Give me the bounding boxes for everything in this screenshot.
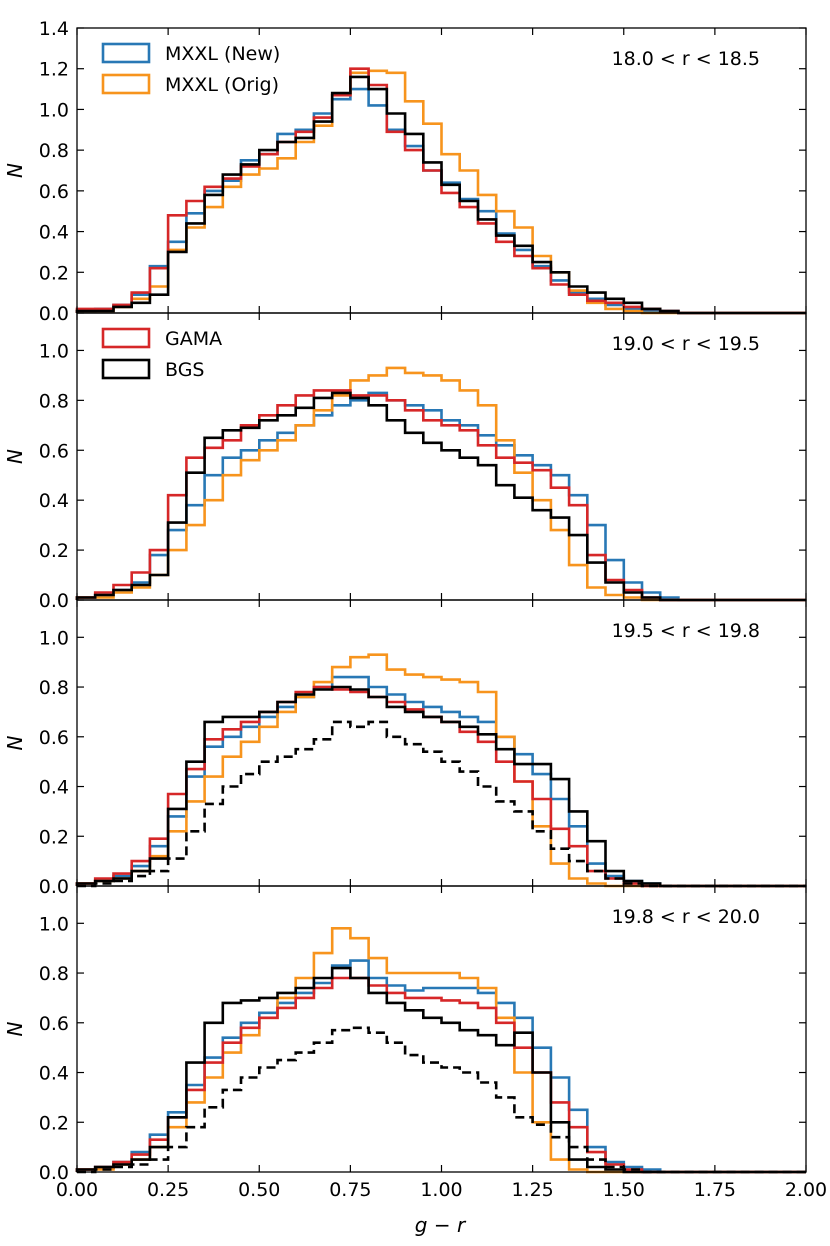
x-tick-label: 1.50 — [603, 1179, 645, 1201]
y-tick-label: 0.0 — [39, 876, 69, 898]
y-tick-label: 0.8 — [39, 963, 69, 985]
legend-label: MXXL (New) — [165, 43, 280, 65]
series-bgs-line — [75, 75, 806, 315]
y-axis-label: N — [3, 1021, 27, 1036]
chart-panel-2: 0.0 0.2 0.4 0.6 0.8 1.0 N 19.0 < r < 19.5 GAMA BG… — [3, 312, 807, 612]
y-tick-label: 0.8 — [39, 677, 69, 699]
legend-label: MXXL (Orig) — [165, 74, 279, 96]
y-tick-label: 1.0 — [39, 627, 69, 649]
y-tick-label: 0.2 — [39, 1112, 69, 1134]
y-tick-label: 0.2 — [39, 540, 69, 562]
y-axis-label: N — [3, 449, 27, 464]
y-tick-label: 0.8 — [39, 390, 69, 412]
series-mxxl-new-line — [75, 959, 806, 1174]
x-tick-label: 1.00 — [420, 1179, 462, 1201]
panels: 0.0 0.2 0.4 0.6 0.8 1.0 1.2 1.4 N 18.0 < r < 18.5… — [3, 18, 827, 1201]
x-tick-label: 2.00 — [785, 1179, 827, 1201]
plot-frame — [76, 599, 807, 887]
series-gama-line — [75, 67, 806, 315]
chart-panel-3: 0.0 0.2 0.4 0.6 0.8 1.0 N 19.5 < r < 19.8 — [3, 599, 807, 898]
y-tick-label: 0.2 — [39, 262, 69, 284]
x-tick-label: 0.00 — [56, 1179, 98, 1201]
x-axis-label: g − r — [415, 1213, 467, 1237]
legend-swatch — [101, 327, 151, 349]
legend-label: BGS — [165, 359, 204, 381]
series-gama-line — [75, 389, 806, 602]
x-tick-label: 0.50 — [238, 1179, 280, 1201]
panel-annotation: 19.5 < r < 19.8 — [612, 620, 760, 642]
legend-swatch — [101, 42, 151, 64]
panel-annotation: 19.8 < r < 20.0 — [612, 906, 760, 928]
legend-label: GAMA — [165, 328, 222, 350]
panel-annotation: 19.0 < r < 19.5 — [612, 333, 760, 355]
x-tick-label: 1.75 — [694, 1179, 736, 1201]
y-tick-label: 0.6 — [39, 1013, 69, 1035]
y-tick-label: 0.0 — [39, 1162, 69, 1184]
y-tick-label: 1.4 — [39, 18, 69, 40]
y-tick-label: 1.0 — [39, 340, 69, 362]
chart-panel-4: 0.0 0.2 0.4 0.6 0.8 1.0 0.00 0.25 0.50 0.75 1.00 1.… — [3, 885, 827, 1201]
y-tick-label: 0.6 — [39, 440, 69, 462]
x-tick-label: 1.25 — [511, 1179, 553, 1201]
plot-frame — [76, 885, 807, 1173]
y-tick-label: 1.2 — [39, 59, 69, 81]
y-axis-label: N — [3, 735, 27, 750]
legend-swatch — [101, 358, 151, 380]
y-tick-label: 1.0 — [39, 99, 69, 121]
x-tick-label: 0.25 — [147, 1179, 189, 1201]
y-tick-label: 0.4 — [39, 1063, 69, 1085]
y-tick-label: 0.6 — [39, 727, 69, 749]
y-tick-label: 0.4 — [39, 490, 69, 512]
panel-annotation: 18.0 < r < 18.5 — [612, 48, 760, 70]
legend-swatch — [101, 73, 151, 95]
chart-panel-1: 0.0 0.2 0.4 0.6 0.8 1.0 1.2 1.4 N 18.0 < r < 18.5… — [3, 18, 807, 325]
y-tick-label: 0.4 — [39, 777, 69, 799]
series-bgs-line — [75, 685, 806, 888]
series-mxxl-orig-line — [75, 653, 806, 888]
y-tick-label: 1.0 — [39, 913, 69, 935]
y-tick-label: 0.0 — [39, 590, 69, 612]
y-tick-label: 0.8 — [39, 140, 69, 162]
y-tick-label: 0.6 — [39, 181, 69, 203]
x-tick-label: 0.75 — [329, 1179, 371, 1201]
y-axis-label: N — [3, 163, 27, 178]
series-bgs-line — [75, 966, 806, 1174]
y-tick-label: 0.2 — [39, 826, 69, 848]
series-bgs-dashed-line — [77, 720, 806, 888]
y-tick-label: 0.4 — [39, 222, 69, 244]
y-tick-label: 0.0 — [39, 303, 69, 325]
series-bgs-line — [75, 391, 806, 602]
